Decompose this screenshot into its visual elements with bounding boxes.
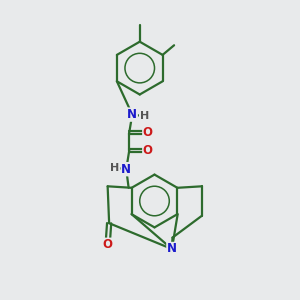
Text: N: N [121,163,131,176]
Text: O: O [143,126,153,139]
Text: H: H [140,111,149,121]
Text: O: O [103,238,112,251]
Text: N: N [127,108,137,121]
Text: N: N [167,242,177,256]
Text: O: O [143,144,153,157]
Text: H: H [110,163,119,173]
